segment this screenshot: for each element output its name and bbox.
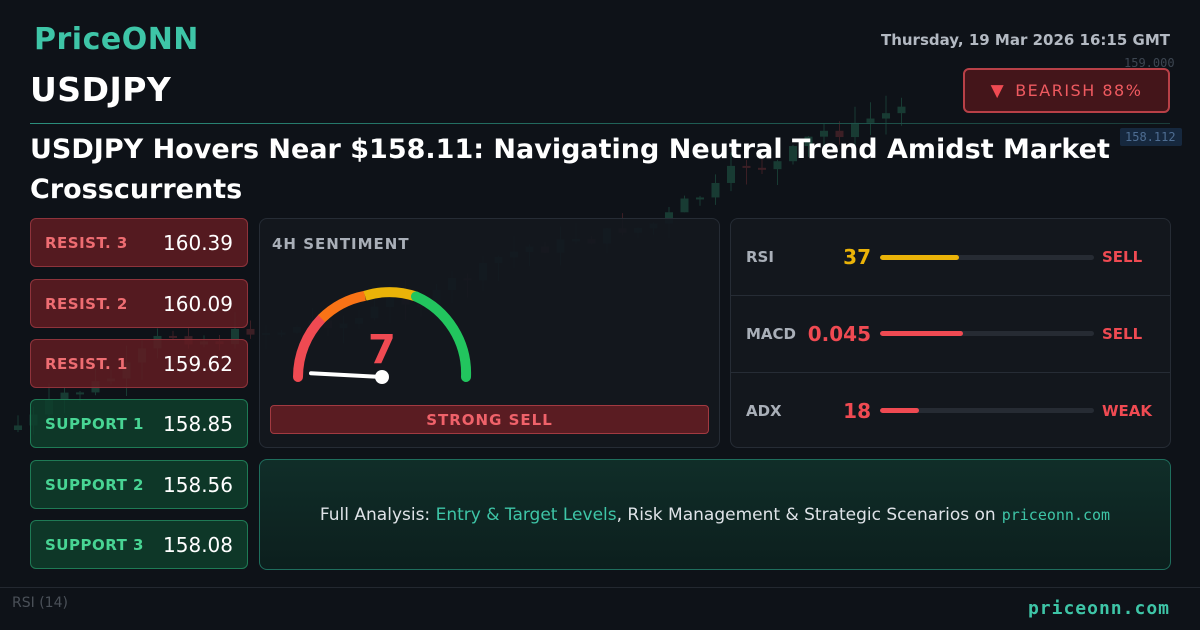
- timestamp: Thursday, 19 Mar 2026 16:15 GMT: [880, 31, 1170, 49]
- full-analysis-banner[interactable]: Full Analysis: Entry & Target Levels, Ri…: [259, 459, 1171, 570]
- background-candle-body: [835, 130, 844, 138]
- indicator-bar: [880, 331, 1094, 336]
- background-candle-body: [758, 167, 766, 170]
- background-indicator-period: (14): [39, 595, 68, 611]
- level-resistance-1: RESIST. 1 159.62: [30, 339, 248, 388]
- background-candle-body: [866, 118, 875, 123]
- background-candle-body: [727, 165, 735, 183]
- background-candle-body: [820, 130, 828, 137]
- indicator-bar-fill: [880, 254, 960, 260]
- background-candle-body: [76, 392, 84, 395]
- indicator-value: 37: [843, 245, 871, 269]
- background-candle-body: [711, 182, 720, 198]
- indicator-signal: SELL: [1102, 324, 1143, 343]
- level-label: RESIST. 3: [45, 233, 128, 252]
- indicator-value: 18: [843, 398, 871, 423]
- indicator-name: ADX: [746, 401, 782, 420]
- gauge-arc-weak-sell: [318, 290, 367, 323]
- background-candle-body: [804, 136, 813, 147]
- bias-badge: ▼ BEARISH 88%: [963, 68, 1170, 113]
- level-label: SUPPORT 1: [45, 414, 144, 433]
- level-support-3: SUPPORT 3 158.08: [30, 520, 248, 569]
- level-value: 160.39: [163, 230, 233, 255]
- header-divider: [30, 123, 1170, 124]
- level-support-2: SUPPORT 2 158.56: [30, 460, 248, 509]
- sentiment-panel: 4H SENTIMENT 7 STRONG SELL: [259, 218, 720, 448]
- level-label: RESIST. 2: [45, 294, 128, 313]
- indicator-value: 0.045: [807, 321, 871, 346]
- background-candle-body: [169, 335, 177, 338]
- gauge-arc-sell: [293, 313, 327, 382]
- indicator-signal: SELL: [1102, 248, 1143, 266]
- indicator-bar-fill: [880, 331, 964, 336]
- background-candle-body: [882, 113, 890, 119]
- gauge-needle: [309, 371, 384, 379]
- bias-label: BEARISH 88%: [1015, 81, 1143, 100]
- indicator-row-adx: ADX 18 WEAK: [731, 372, 1170, 448]
- indicator-bar: [880, 408, 1094, 413]
- indicator-name: MACD: [746, 324, 796, 343]
- cta-highlight: Entry & Target Levels: [435, 504, 617, 525]
- sentiment-title: 4H SENTIMENT: [272, 235, 410, 253]
- level-value: 160.09: [163, 291, 233, 316]
- level-value: 158.08: [163, 532, 233, 557]
- level-value: 158.56: [163, 472, 233, 497]
- level-label: SUPPORT 2: [45, 475, 144, 494]
- brand-logo: PriceONN: [34, 22, 199, 57]
- indicator-row-rsi: RSI 37 SELL: [731, 219, 1170, 295]
- sentiment-label: STRONG SELL: [270, 405, 709, 434]
- level-value: 159.62: [163, 351, 233, 376]
- indicator-row-macd: MACD 0.045 SELL: [731, 295, 1170, 371]
- headline: USDJPY Hovers Near $158.11: Navigating N…: [30, 134, 1110, 205]
- price-label-box: [1120, 128, 1182, 146]
- level-resistance-3: RESIST. 3 160.39: [30, 218, 248, 267]
- background-candle-body: [789, 146, 797, 162]
- level-value: 158.85: [163, 411, 233, 436]
- level-label: RESIST. 1: [45, 354, 128, 373]
- gauge-hub: [375, 370, 389, 384]
- background-candle-body: [60, 392, 69, 400]
- level-resistance-2: RESIST. 2 160.09: [30, 279, 248, 328]
- footer-site-link[interactable]: priceonn.com: [1027, 598, 1170, 619]
- background-candle-body: [851, 122, 859, 138]
- indicator-signal: WEAK: [1102, 401, 1153, 420]
- background-candle-body: [665, 212, 673, 224]
- background-candle-body: [14, 425, 22, 430]
- background-candle-body: [680, 198, 689, 213]
- background-indicator-label: RSI (14): [12, 595, 68, 611]
- background-candle-body: [696, 197, 704, 200]
- symbol-title: USDJPY: [30, 70, 172, 109]
- cta-suffix: , Risk Management & Strategic Scenarios …: [616, 504, 996, 525]
- level-support-1: SUPPORT 1 158.85: [30, 399, 248, 448]
- price-label-upper: 159.000: [1124, 56, 1175, 70]
- background-indicator-name: RSI: [12, 595, 35, 611]
- background-candle-body: [742, 165, 751, 168]
- indicator-bar-fill: [880, 408, 919, 413]
- gauge-arc-buy: [411, 291, 472, 382]
- triangle-down-icon: ▼: [990, 80, 1006, 101]
- cta-site-link[interactable]: priceonn.com: [1001, 505, 1111, 524]
- indicator-bar: [880, 254, 1094, 260]
- level-label: SUPPORT 3: [45, 535, 144, 554]
- gauge-arc-neutral: [363, 287, 418, 302]
- price-label-current: 158.112: [1125, 130, 1176, 144]
- footer-divider: [0, 587, 1200, 588]
- background-candle-body: [231, 328, 239, 345]
- sentiment-score: 7: [368, 327, 396, 373]
- background-candle-body: [773, 161, 782, 170]
- indicators-panel: RSI 37 SELL MACD 0.045 SELL ADX 18 WEAK: [730, 218, 1171, 448]
- indicator-name: RSI: [746, 248, 774, 266]
- sentiment-gauge: [293, 287, 472, 384]
- background-candle-body: [897, 106, 906, 114]
- cta-prefix: Full Analysis:: [319, 504, 431, 525]
- background-candle-body: [246, 328, 255, 335]
